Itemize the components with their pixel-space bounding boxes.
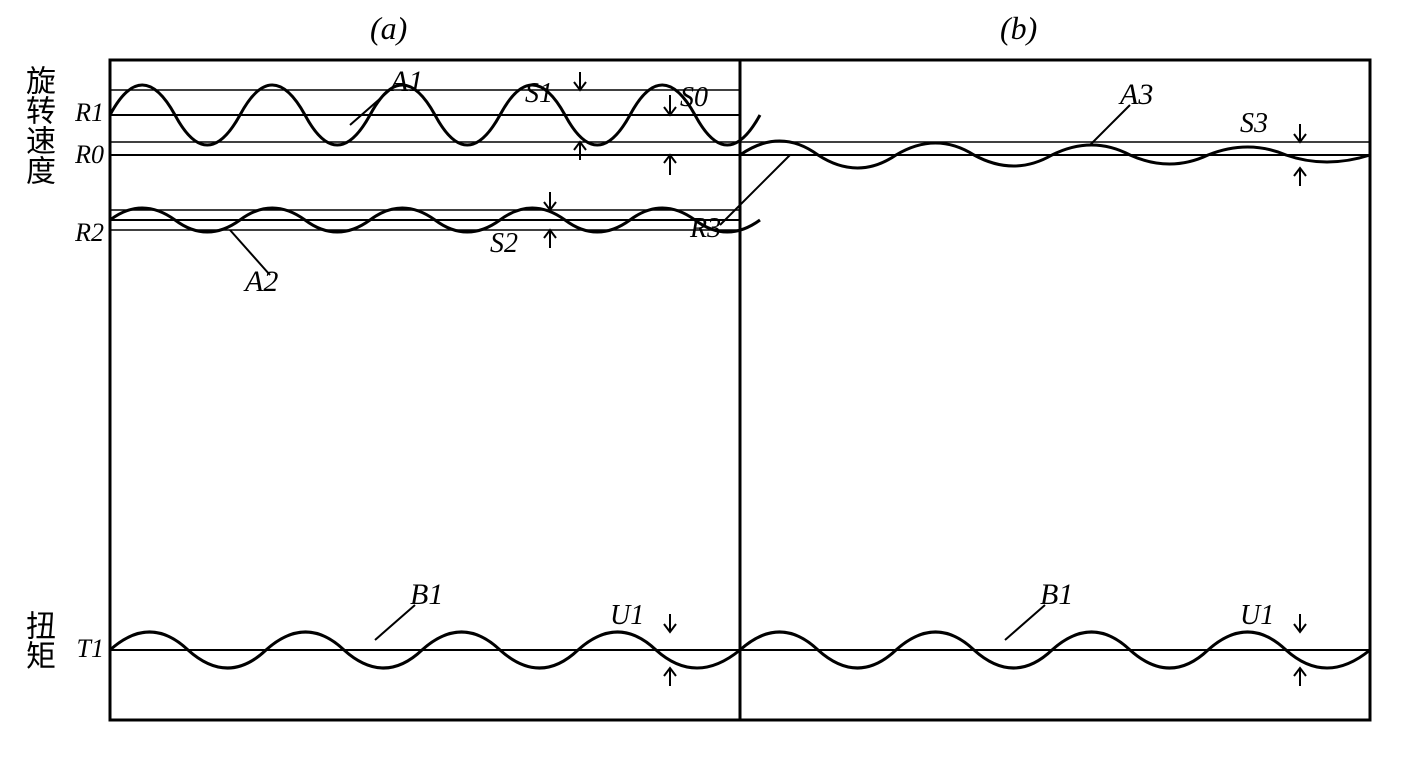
- t1-label: T1: [54, 634, 104, 664]
- panel-a-label: (a): [370, 10, 407, 47]
- label-a3: A3: [1120, 78, 1153, 112]
- r1-label: R1: [54, 98, 104, 128]
- leader-b1a: [375, 605, 415, 640]
- panel-b-label: (b): [1000, 10, 1037, 47]
- label-r3: R3: [690, 213, 721, 245]
- label-s0: S0: [680, 82, 708, 114]
- label-b1-b: B1: [1040, 578, 1073, 612]
- label-a1: A1: [390, 65, 423, 99]
- label-s3: S3: [1240, 108, 1268, 140]
- yaxis-torque-label: 扭矩: [15, 610, 59, 670]
- label-u1-a: U1: [610, 600, 644, 632]
- label-a2: A2: [245, 265, 278, 299]
- label-s1: S1: [525, 78, 553, 110]
- leader-a1: [350, 90, 390, 125]
- yaxis-rotation-label: 旋转速度: [15, 65, 59, 185]
- leader-r3: [720, 155, 790, 225]
- label-b1-a: B1: [410, 578, 443, 612]
- r2-label: R2: [54, 218, 104, 248]
- label-s2: S2: [490, 228, 518, 260]
- plot-svg: [20, 20, 1381, 748]
- panel-b-frame: [740, 60, 1370, 720]
- label-u1-b: U1: [1240, 600, 1274, 632]
- panel-a-frame: [110, 60, 740, 720]
- leader-b1b: [1005, 605, 1045, 640]
- r0-label: R0: [54, 140, 104, 170]
- figure: (a) (b) 旋转速度 扭矩 R1 R0 R2 T1: [20, 20, 1381, 748]
- span-s0: [664, 95, 676, 175]
